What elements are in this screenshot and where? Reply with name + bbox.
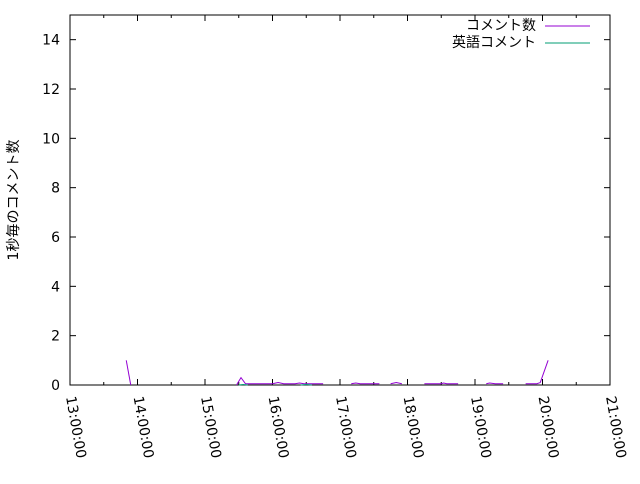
legend: コメント数 英語コメント	[452, 18, 590, 51]
x-tick-label: 15:00:00	[197, 395, 224, 460]
y-tick-label: 4	[51, 279, 60, 295]
y-tick-label: 0	[51, 378, 60, 394]
series-line-0	[486, 383, 503, 384]
y-tick-label: 10	[42, 131, 60, 147]
y-axis-label: 1秒毎のコメント数	[6, 140, 22, 261]
series-line-0	[126, 360, 131, 385]
y-tick-label: 12	[42, 82, 60, 98]
x-tick-label: 20:00:00	[535, 395, 562, 460]
y-tick-label: 6	[51, 230, 60, 246]
x-tick-label: 17:00:00	[332, 395, 359, 460]
y-tick-label: 2	[51, 329, 60, 345]
y-tick-label: 14	[42, 33, 60, 49]
x-tick-label: 21:00:00	[602, 395, 629, 460]
series-line-0	[237, 378, 324, 385]
series-line-0	[351, 383, 379, 384]
x-tick-label: 16:00:00	[265, 395, 292, 460]
x-tick-label: 13:00:00	[62, 395, 89, 460]
x-tick-label: 19:00:00	[467, 395, 494, 460]
y-tick-label: 8	[51, 181, 60, 197]
series-line-0	[391, 383, 402, 384]
legend-label-1: 英語コメント	[452, 34, 536, 51]
plot-border	[70, 15, 610, 385]
x-tick-label: 14:00:00	[130, 395, 157, 460]
legend-label-0: コメント数	[466, 18, 536, 34]
series-line-0	[526, 360, 549, 383]
x-tick-label: 18:00:00	[400, 395, 427, 460]
